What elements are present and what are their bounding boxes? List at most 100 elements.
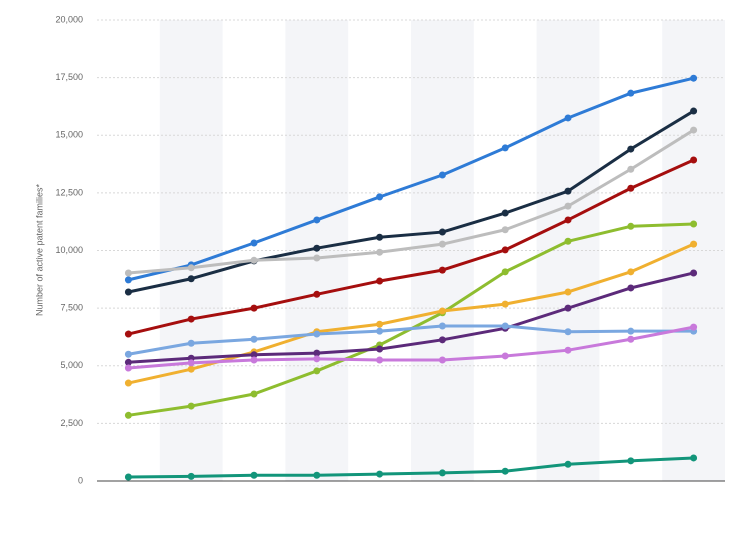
data-point (313, 330, 321, 338)
data-point (250, 390, 258, 398)
data-point (376, 248, 384, 256)
data-point (250, 239, 258, 247)
series-line (128, 128, 695, 275)
data-point (438, 266, 446, 274)
series-line (128, 325, 694, 370)
data-point (564, 187, 572, 195)
data-point (187, 365, 195, 373)
data-point (124, 411, 132, 419)
y-tick-label: 2,500 (60, 418, 83, 428)
data-point (250, 471, 258, 479)
series-line (128, 76, 694, 282)
data-point (564, 216, 572, 224)
data-point (376, 320, 384, 328)
data-point (627, 457, 635, 465)
data-point (250, 351, 258, 359)
data-point (124, 330, 132, 338)
data-point (124, 269, 132, 277)
y-tick-label: 20,000 (55, 14, 83, 24)
data-point (627, 184, 635, 192)
data-point (438, 322, 446, 330)
data-point (564, 460, 572, 468)
y-axis-label: Number of active patent families* (34, 183, 44, 316)
data-point (187, 275, 195, 283)
data-point (376, 277, 384, 285)
data-point (501, 246, 509, 254)
data-point (124, 350, 132, 358)
data-point (313, 367, 321, 375)
data-point (187, 359, 195, 367)
data-point (250, 304, 258, 312)
data-point (376, 193, 384, 201)
data-point (438, 240, 446, 248)
y-tick-label: 0 (78, 475, 83, 485)
data-point (501, 268, 509, 276)
data-point (564, 288, 572, 296)
data-point (124, 364, 132, 372)
data-point (376, 345, 384, 353)
data-point (690, 454, 698, 462)
data-point (627, 165, 635, 173)
data-point (313, 471, 321, 479)
y-tick-label: 5,000 (60, 360, 83, 370)
data-point (501, 352, 509, 360)
data-point (690, 240, 698, 248)
data-point (627, 335, 635, 343)
data-point (313, 244, 321, 252)
data-point (313, 216, 321, 224)
data-point (690, 74, 698, 82)
data-point (690, 269, 698, 277)
data-point (376, 327, 384, 335)
data-point (376, 233, 384, 241)
y-tick-label: 12,500 (55, 187, 83, 197)
data-point (690, 107, 698, 115)
series-line (128, 158, 695, 336)
data-point (187, 402, 195, 410)
data-point (627, 222, 635, 230)
data-point (627, 284, 635, 292)
data-point (627, 89, 635, 97)
data-point (564, 328, 572, 336)
data-point (124, 276, 132, 284)
data-point (124, 379, 132, 387)
data-point (627, 327, 635, 335)
data-point (690, 220, 698, 228)
data-point (250, 335, 258, 343)
data-point (690, 126, 698, 134)
data-point (438, 469, 446, 477)
y-tick-label: 10,000 (55, 245, 83, 255)
data-point (501, 300, 509, 308)
data-point (250, 256, 258, 264)
data-point (187, 315, 195, 323)
data-point (187, 339, 195, 347)
data-point (438, 228, 446, 236)
y-tick-label: 15,000 (55, 130, 83, 140)
data-point (501, 322, 509, 330)
y-tick-label: 17,500 (55, 72, 83, 82)
data-point (438, 356, 446, 364)
data-point (690, 323, 698, 331)
data-point (564, 304, 572, 312)
data-point (124, 358, 132, 366)
data-point (438, 336, 446, 344)
data-point (501, 144, 509, 152)
data-point (187, 472, 195, 480)
data-point (501, 209, 509, 217)
data-point (627, 268, 635, 276)
data-point (250, 356, 258, 364)
data-point (564, 237, 572, 245)
data-point (313, 254, 321, 262)
data-point (438, 171, 446, 179)
data-point (313, 355, 321, 363)
data-point (376, 470, 384, 478)
data-point (124, 473, 132, 481)
data-point (627, 145, 635, 153)
series-line (128, 456, 694, 479)
data-point (564, 346, 572, 354)
series-line (128, 324, 694, 356)
data-point (313, 290, 321, 298)
data-point (690, 156, 698, 164)
data-point (438, 307, 446, 315)
data-point (187, 264, 195, 272)
data-point (564, 202, 572, 210)
